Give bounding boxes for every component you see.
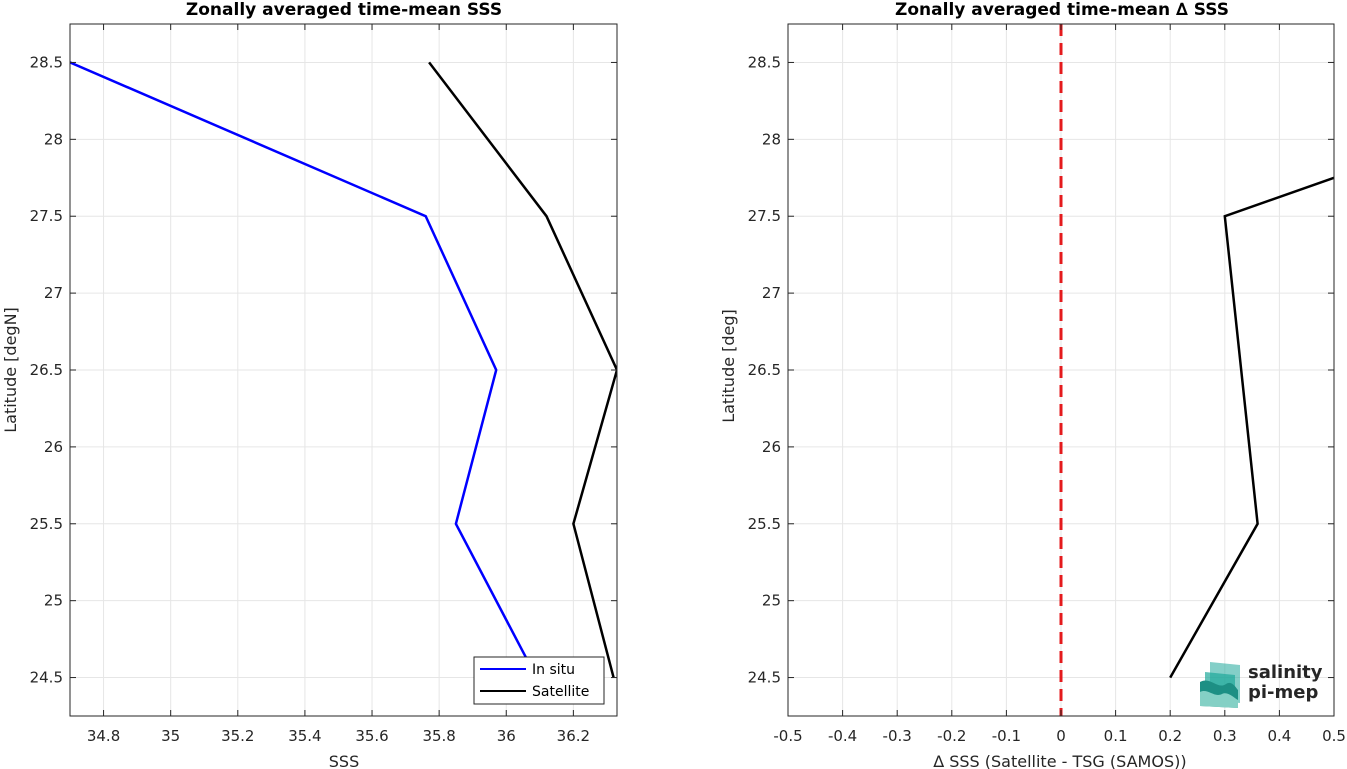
delta-sss-x-tick-label: -0.3 (883, 727, 912, 745)
delta-sss-panel: Zonally averaged time-mean ∆ SSS -0.5 -0.… (719, 0, 1346, 769)
delta-sss-y-tick-label: 26 (762, 438, 781, 456)
logo-line2: pi-mep (1248, 682, 1318, 703)
sss-x-axis-label: SSS (329, 752, 359, 769)
delta-sss-x-tick-label: 0.2 (1158, 727, 1182, 745)
sss-y-tick-label: 26 (44, 438, 63, 456)
sss-x-tick-label: 35.4 (288, 727, 321, 745)
sss-y-axis-label: Latitude [degN] (1, 307, 20, 433)
sss-y-tick-label: 27.5 (30, 207, 63, 225)
delta-sss-x-tick-label: -0.2 (937, 727, 966, 745)
delta-sss-y-tick-label: 25.5 (748, 515, 781, 533)
delta-sss-x-tick-label: 0.3 (1213, 727, 1237, 745)
delta-sss-series-line-delta (1169, 176, 1334, 679)
sss-panel: Zonally averaged time-mean SSS 34.8 35 35.… (1, 0, 618, 769)
delta-sss-x-tick-label: 0 (1056, 727, 1066, 745)
sss-y-tick-label: 28.5 (30, 53, 63, 71)
delta-sss-x-tick-label: -0.5 (773, 727, 802, 745)
sss-x-tick-label: 35 (161, 727, 180, 745)
wave-cube-icon (1200, 662, 1240, 708)
sss-x-tick-label: 34.8 (87, 727, 120, 745)
delta-sss-panel-title: Zonally averaged time-mean ∆ SSS (895, 0, 1229, 20)
legend-label-satellite: Satellite (532, 684, 589, 700)
sss-x-tick-label: 35.2 (221, 727, 254, 745)
sss-y-tick-label: 26.5 (30, 361, 63, 379)
delta-sss-y-tick-label: 25 (762, 592, 781, 610)
sss-series-line-in-situ (70, 61, 538, 679)
sss-y-tick-label: 27 (44, 284, 63, 302)
sss-y-tick-label: 25 (44, 592, 63, 610)
delta-sss-x-tick-label: 0.5 (1322, 727, 1346, 745)
delta-sss-y-tick-label: 27.5 (748, 207, 781, 225)
delta-sss-x-axis-label: ∆ SSS (Satellite - TSG (SAMOS)) (932, 752, 1186, 769)
legend-label-in-situ: In situ (532, 662, 575, 678)
sss-series-line-satellite (428, 61, 617, 678)
sss-y-tick-label: 25.5 (30, 515, 63, 533)
sss-x-tick-label: 36 (497, 727, 516, 745)
sss-legend: In situ Satellite (473, 656, 605, 705)
delta-sss-x-tick-label: 0.1 (1104, 727, 1128, 745)
delta-sss-y-tick-label: 28.5 (748, 53, 781, 71)
sss-y-tick-label: 28 (44, 130, 63, 148)
delta-sss-y-tick-label: 24.5 (748, 669, 781, 687)
logo-line1: salinity (1248, 662, 1323, 683)
delta-sss-x-tick-label: -0.1 (992, 727, 1021, 745)
sss-x-tick-label: 36.2 (557, 727, 590, 745)
delta-sss-y-tick-label: 27 (762, 284, 781, 302)
delta-sss-y-tick-label: 28 (762, 130, 781, 148)
delta-sss-y-axis-label: Latitude [deg] (719, 309, 738, 423)
sss-panel-title: Zonally averaged time-mean SSS (186, 0, 502, 20)
sss-y-tick-label: 24.5 (30, 669, 63, 687)
sss-x-tick-label: 35.6 (355, 727, 388, 745)
delta-sss-x-tick-label: 0.4 (1267, 727, 1291, 745)
legend-box (473, 656, 605, 705)
sss-x-tick-label: 35.8 (422, 727, 455, 745)
salinity-pi-mep-logo: salinity pi-mep (1200, 662, 1323, 708)
delta-sss-x-tick-label: -0.4 (828, 727, 857, 745)
delta-sss-y-tick-label: 26.5 (748, 361, 781, 379)
